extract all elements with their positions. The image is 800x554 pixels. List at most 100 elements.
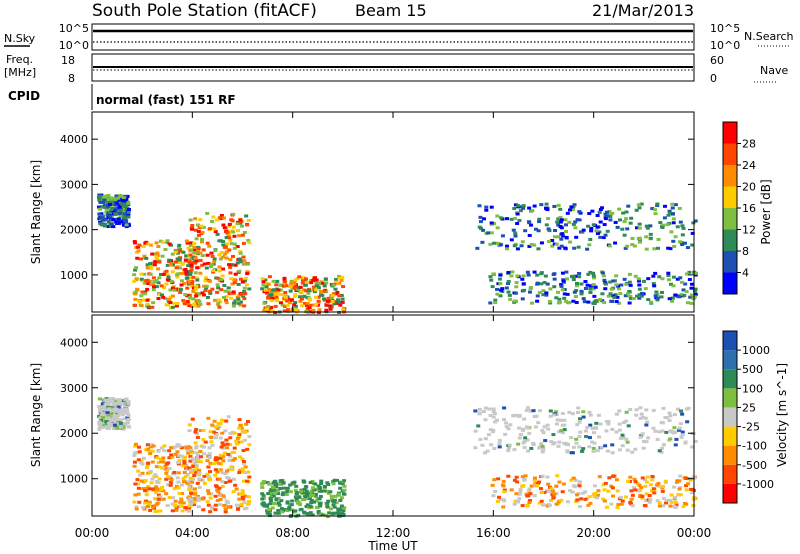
data-cell bbox=[492, 412, 497, 416]
data-cell bbox=[269, 296, 274, 300]
data-cell bbox=[275, 297, 280, 301]
data-cell bbox=[314, 288, 319, 292]
data-cell bbox=[217, 269, 222, 273]
data-cell bbox=[564, 235, 569, 239]
data-cell bbox=[588, 413, 593, 417]
data-cell bbox=[172, 288, 177, 292]
data-cell bbox=[318, 495, 323, 499]
data-cell bbox=[556, 500, 561, 504]
data-cell bbox=[290, 499, 295, 503]
data-cell bbox=[115, 199, 120, 203]
data-cell bbox=[202, 262, 207, 266]
data-cell bbox=[113, 402, 118, 406]
data-cell bbox=[218, 498, 223, 502]
data-cell bbox=[556, 203, 561, 207]
data-cell bbox=[526, 273, 531, 277]
data-cell bbox=[145, 302, 150, 306]
data-cell bbox=[289, 508, 294, 512]
data-cell bbox=[310, 493, 315, 497]
data-cell bbox=[202, 284, 207, 288]
data-cell bbox=[97, 197, 102, 201]
data-cell bbox=[525, 503, 530, 507]
data-cell bbox=[325, 501, 330, 505]
data-cell bbox=[674, 437, 679, 441]
data-cell bbox=[608, 280, 613, 284]
data-cell bbox=[656, 237, 661, 241]
data-cell bbox=[600, 271, 605, 275]
data-cell bbox=[175, 251, 180, 255]
data-cell bbox=[210, 254, 215, 258]
data-cell bbox=[220, 484, 225, 488]
data-cell bbox=[551, 272, 556, 276]
data-cell bbox=[493, 301, 498, 305]
data-cell bbox=[660, 421, 665, 425]
data-cell bbox=[548, 301, 553, 305]
data-cell bbox=[481, 410, 486, 414]
data-cell bbox=[644, 480, 649, 484]
data-cell bbox=[628, 221, 633, 225]
data-cell bbox=[235, 436, 240, 440]
data-cell bbox=[540, 428, 545, 432]
data-cell bbox=[198, 218, 203, 222]
data-cell bbox=[175, 275, 180, 279]
data-cell bbox=[654, 290, 659, 294]
data-cell bbox=[164, 471, 169, 475]
data-cell bbox=[586, 272, 591, 276]
data-cell bbox=[653, 212, 658, 216]
data-cell bbox=[639, 294, 644, 298]
data-cell bbox=[178, 256, 183, 260]
data-cell bbox=[121, 223, 126, 227]
data-cell bbox=[223, 298, 228, 302]
data-cell bbox=[157, 477, 162, 481]
data-cell bbox=[100, 404, 105, 408]
data-cell bbox=[150, 505, 155, 509]
data-cell bbox=[499, 216, 504, 220]
data-cell bbox=[524, 409, 529, 413]
data-cell bbox=[338, 498, 343, 502]
data-cell bbox=[560, 411, 565, 415]
data-cell bbox=[640, 415, 645, 419]
data-cell bbox=[185, 467, 190, 471]
data-cell bbox=[645, 420, 650, 424]
data-cell bbox=[527, 489, 532, 493]
data-cell bbox=[595, 214, 600, 218]
data-cell bbox=[603, 212, 608, 216]
data-cell bbox=[227, 248, 232, 252]
data-cell bbox=[567, 410, 572, 414]
data-cell bbox=[240, 467, 245, 471]
data-cell bbox=[515, 247, 520, 251]
data-cell bbox=[326, 491, 331, 495]
data-cell bbox=[547, 240, 552, 244]
data-cell bbox=[213, 508, 218, 512]
data-cell bbox=[314, 278, 319, 282]
data-cell bbox=[228, 454, 233, 458]
data-cell bbox=[201, 508, 206, 512]
data-cell bbox=[177, 243, 182, 247]
data-cell bbox=[592, 294, 597, 298]
data-cell bbox=[565, 500, 570, 504]
data-cell bbox=[338, 303, 343, 307]
data-cell bbox=[573, 295, 578, 299]
data-cell bbox=[598, 235, 603, 239]
data-cell bbox=[195, 276, 200, 280]
data-cell bbox=[657, 430, 662, 434]
data-cell bbox=[601, 274, 606, 278]
data-cell bbox=[169, 279, 174, 283]
data-cell bbox=[655, 202, 660, 206]
data-cell bbox=[276, 501, 281, 505]
data-cell bbox=[496, 477, 501, 481]
data-cell bbox=[229, 467, 234, 471]
data-cell bbox=[651, 487, 656, 491]
data-cell bbox=[680, 224, 685, 228]
data-cell bbox=[269, 488, 274, 492]
data-cell bbox=[168, 483, 173, 487]
data-cell bbox=[339, 496, 344, 500]
data-cell bbox=[228, 238, 233, 242]
data-cell bbox=[690, 231, 695, 235]
x-tick-label: 00:00 bbox=[677, 526, 712, 540]
data-cell bbox=[666, 278, 671, 282]
data-cell bbox=[546, 227, 551, 231]
data-cell bbox=[591, 271, 596, 275]
data-cell bbox=[546, 489, 551, 493]
data-cell bbox=[246, 470, 251, 474]
